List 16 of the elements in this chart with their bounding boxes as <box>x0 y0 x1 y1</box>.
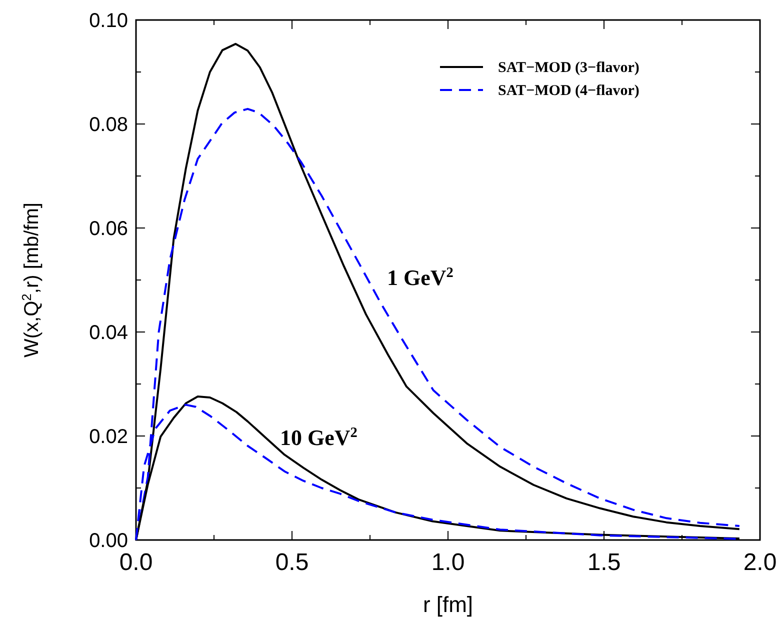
y-tick-label: 0.04 <box>89 322 128 344</box>
legend-label: SAT−MOD (3−flavor) <box>498 60 640 76</box>
x-tick-label: 2.0 <box>743 549 777 576</box>
y-tick-label: 0.10 <box>89 10 128 32</box>
y-tick-label: 0.06 <box>89 218 128 240</box>
y-tick-label: 0.08 <box>89 114 128 136</box>
x-axis-title: r [fm] <box>422 592 474 617</box>
x-tick-label: 0.0 <box>119 549 153 576</box>
y-tick-label: 0.00 <box>89 530 128 552</box>
legend-label: SAT−MOD (4−flavor) <box>498 83 640 99</box>
y-tick-label: 0.02 <box>89 426 128 448</box>
x-tick-label: 1.0 <box>431 549 465 576</box>
x-tick-label: 0.5 <box>275 549 309 576</box>
annotation: 10 GeV$^{2}$ <box>280 425 358 450</box>
x-tick-label: 1.5 <box>587 549 621 576</box>
annotation: 1 GeV$^{2}$ <box>387 265 454 290</box>
